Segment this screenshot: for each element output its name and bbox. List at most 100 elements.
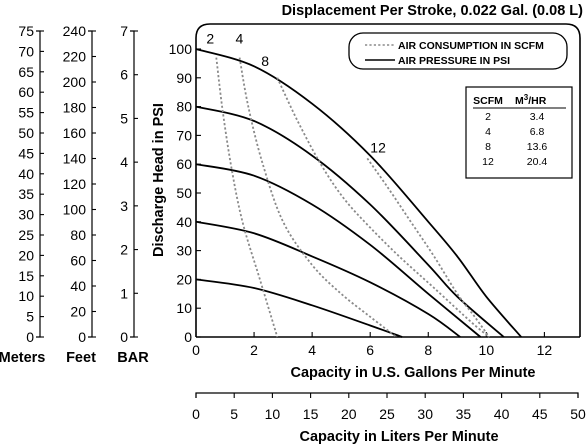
y-tick-label: 70 xyxy=(176,127,192,143)
y-tick-label: 50 xyxy=(176,185,192,201)
feet-tick-label: 20 xyxy=(70,304,86,320)
legend-air-pressure: AIR PRESSURE IN PSI xyxy=(398,55,510,67)
air-table-header-scfm: SCFM xyxy=(473,95,503,107)
chart-title: Displacement Per Stroke, 0.022 Gal. (0.0… xyxy=(282,3,584,19)
x-tick-label: 12 xyxy=(537,342,553,358)
air-table-m3hr-cell: 20.4 xyxy=(527,156,548,168)
bar-tick-labels: 0 1 2 3 4 5 6 7 xyxy=(120,23,138,345)
feet-scale-bracket xyxy=(88,30,93,338)
feet-tick-label: 0 xyxy=(78,329,86,345)
meters-tick-label: 30 xyxy=(18,207,34,223)
feet-tick-label: 40 xyxy=(70,278,86,294)
pressure-curve-1 xyxy=(195,48,522,338)
y-tick-label: 20 xyxy=(176,271,192,287)
feet-tick-label: 180 xyxy=(63,100,87,116)
pressure-curve-3 xyxy=(195,163,482,338)
meters-tick-label: 10 xyxy=(18,288,34,304)
y-tick-label: 30 xyxy=(176,243,192,259)
air-curve-label-12: 12 xyxy=(370,139,386,155)
air-curve-8-scfm xyxy=(276,77,490,338)
meters-tick-label: 35 xyxy=(18,186,34,202)
liters-tick-label: 0 xyxy=(192,406,200,422)
air-table-m3hr-cell: 3.4 xyxy=(530,111,545,123)
x-axis-ticks: 0 2 4 6 8 10 12 xyxy=(192,332,552,358)
pressure-curve-2 xyxy=(195,105,505,338)
liters-tick-label: 45 xyxy=(532,406,548,422)
x-tick-label: 6 xyxy=(366,342,374,358)
meters-tick-label: 40 xyxy=(18,166,34,182)
air-curve-2-scfm xyxy=(215,57,279,338)
air-table-scfm-cell: 2 xyxy=(485,111,491,123)
bar-tick-label: 2 xyxy=(120,242,128,258)
x-tick-label: 0 xyxy=(192,342,200,358)
meters-tick-label: 45 xyxy=(18,145,34,161)
meters-tick-label: 65 xyxy=(18,64,34,80)
air-table-scfm-cell: 12 xyxy=(482,156,494,168)
feet-tick-label: 80 xyxy=(70,227,86,243)
legend-box xyxy=(348,32,568,70)
liters-axis-label: Capacity in Liters Per Minute xyxy=(299,429,498,445)
air-table-header-hr: /HR xyxy=(528,95,547,107)
y-tick-label: 0 xyxy=(184,329,192,345)
air-table-m3hr-cell: 13.6 xyxy=(527,141,548,153)
x-tick-label: 2 xyxy=(250,342,258,358)
meters-tick-label: 60 xyxy=(18,84,34,100)
pressure-curves xyxy=(195,48,522,338)
y-axis-ticks: 0 10 20 30 40 50 60 70 80 90 100 xyxy=(169,41,201,345)
meters-tick-label: 70 xyxy=(18,43,34,59)
y-tick-label: 90 xyxy=(176,70,192,86)
feet-tick-label: 60 xyxy=(70,253,86,269)
feet-tick-label: 240 xyxy=(63,23,87,39)
air-curve-label-8: 8 xyxy=(261,53,269,69)
feet-scale-label: Feet xyxy=(66,350,96,366)
x-tick-label: 8 xyxy=(424,342,432,358)
x-axis-label: Capacity in U.S. Gallons Per Minute xyxy=(291,365,536,381)
meters-tick-label: 20 xyxy=(18,247,34,263)
y-tick-label: 80 xyxy=(176,99,192,115)
meters-tick-label: 5 xyxy=(26,309,34,325)
bar-tick-label: 0 xyxy=(120,329,128,345)
pressure-curve-4 xyxy=(195,220,461,338)
meters-tick-label: 0 xyxy=(26,329,34,345)
liters-tick-label: 25 xyxy=(379,406,395,422)
bar-tick-label: 6 xyxy=(120,67,128,83)
meters-tick-label: 15 xyxy=(18,268,34,284)
x-tick-label: 4 xyxy=(308,342,316,358)
bar-tick-label: 5 xyxy=(120,110,128,126)
liters-tick-label: 35 xyxy=(456,406,472,422)
meters-scale-bracket xyxy=(36,30,41,338)
liters-tick-label: 50 xyxy=(570,406,586,422)
liters-tick-label: 30 xyxy=(417,406,433,422)
bar-tick-label: 3 xyxy=(120,198,128,214)
feet-tick-label: 220 xyxy=(63,49,87,65)
meters-tick-label: 50 xyxy=(18,125,34,141)
bar-scale-bracket xyxy=(130,30,135,338)
y-tick-label: 60 xyxy=(176,156,192,172)
feet-tick-label: 160 xyxy=(63,125,87,141)
meters-tick-label: 75 xyxy=(18,23,34,39)
air-table-m3hr-cell: 6.8 xyxy=(530,126,545,138)
plot-frame xyxy=(195,23,581,337)
air-table-header-superscript: 3 xyxy=(524,93,529,102)
air-table-box xyxy=(465,86,573,179)
air-table-scfm-cell: 4 xyxy=(485,126,491,138)
feet-tick-label: 200 xyxy=(63,74,87,90)
feet-tick-label: 100 xyxy=(63,202,87,218)
meters-tick-labels: 0 5 10 15 20 25 30 35 40 45 50 55 60 65 70 75 xyxy=(18,23,44,345)
bar-tick-label: 4 xyxy=(120,154,128,170)
air-consumption-curves xyxy=(215,57,490,338)
air-table-header-m: M xyxy=(515,95,524,107)
x-tick-label: 10 xyxy=(479,342,495,358)
liters-tick-label: 10 xyxy=(265,406,281,422)
meters-tick-label: 25 xyxy=(18,227,34,243)
air-table-scfm-cell: 8 xyxy=(485,141,491,153)
meters-tick-label: 55 xyxy=(18,105,34,121)
air-curve-label-2: 2 xyxy=(206,31,214,47)
y-tick-label: 40 xyxy=(176,214,192,230)
legend-air-consumption: AIR CONSUMPTION IN SCFM xyxy=(398,40,544,52)
air-curve-12-scfm xyxy=(366,157,490,338)
air-curve-label-4: 4 xyxy=(236,31,244,47)
feet-tick-labels: 0 20 40 60 80 100 120 140 160 180 200 220 240 xyxy=(63,23,96,345)
y-tick-label: 100 xyxy=(169,41,193,57)
bar-tick-label: 1 xyxy=(120,285,128,301)
